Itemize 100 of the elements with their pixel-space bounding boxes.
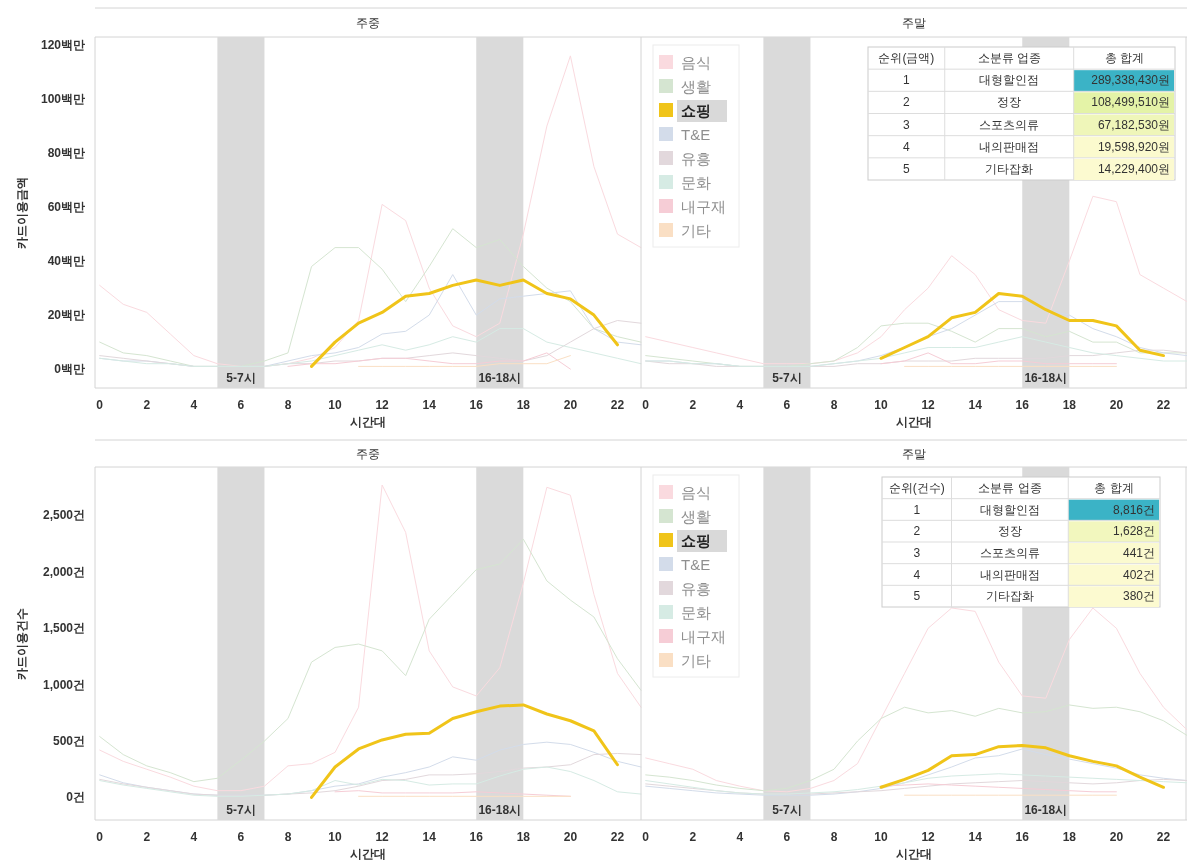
y-tick-label: 4: [913, 567, 921, 582]
x-tick-label: 2: [143, 398, 151, 412]
x-tick-label: 6: [237, 830, 245, 844]
chart-title: 주중: [356, 446, 380, 461]
chart-title: 주말: [902, 15, 926, 30]
x-tick-label: 4: [736, 398, 744, 412]
x-tick-label: 0: [642, 830, 650, 844]
band-label: 5-7시: [226, 371, 256, 385]
y-tick-label: 100백만: [40, 92, 85, 107]
x-axis-title: 시간대: [350, 415, 386, 429]
y-axis-title: 순위(건수): [888, 480, 945, 495]
x-tick-label: 총 합계: [1104, 51, 1145, 66]
x-tick-label: 6: [783, 398, 791, 412]
y2-tick-label: 스포츠의류: [979, 117, 1040, 132]
legend-label: 기타: [681, 222, 711, 239]
chart-title: 주중: [356, 15, 380, 30]
y-tick-label: 120백만: [40, 38, 85, 53]
x-tick-label: 12: [921, 398, 936, 412]
y-axis-title: 카드이용금액: [15, 176, 29, 249]
x-tick-label: 10: [874, 830, 889, 844]
y2-tick-label: 대형할인점: [979, 73, 1040, 88]
x-tick-label: 4: [190, 830, 198, 844]
y-tick-label: 40백만: [47, 254, 85, 269]
x-tick-label: 14: [968, 398, 983, 412]
data-label: 1,628건: [1112, 524, 1155, 539]
y-tick-label: 20백만: [47, 308, 85, 323]
y-tick-label: 1,000건: [42, 677, 85, 692]
band-label: 5-7시: [772, 371, 802, 385]
y-tick-label: 2,000건: [42, 564, 85, 579]
x-tick-label: 2: [689, 830, 697, 844]
x-tick-label: 8: [284, 830, 292, 844]
legend-label: 내구재: [681, 628, 726, 645]
legend-label: T&E: [681, 556, 711, 573]
y-tick-label: 4: [903, 139, 911, 154]
x-tick-label: 22: [610, 830, 625, 844]
x-tick-label: 22: [1156, 830, 1171, 844]
y-tick-label: 2,500건: [42, 508, 85, 523]
x-tick-label: 22: [610, 398, 625, 412]
y2-tick-label: 대형할인점: [979, 502, 1040, 517]
band-label: 16-18시: [478, 803, 522, 817]
x-tick-label: 16: [469, 830, 484, 844]
x-tick-label: 20: [1109, 830, 1124, 844]
legend-label: 생활: [681, 78, 711, 95]
legend-label: 음식: [681, 54, 711, 71]
y2-tick-label: 기타잡화: [985, 161, 1034, 176]
x-tick-label: 2: [689, 398, 697, 412]
x-tick-label: 18: [1062, 830, 1077, 844]
y-tick-label: 1: [913, 502, 921, 517]
y-tick-label: 1: [903, 73, 911, 88]
x-tick-label: 2: [143, 830, 151, 844]
x-tick-label: 16: [1015, 830, 1030, 844]
data-label: 108,499,510원: [1091, 95, 1170, 110]
x-tick-label: 8: [284, 398, 292, 412]
x-axis-title: 시간대: [896, 415, 932, 429]
legend-label: 유흥: [681, 580, 711, 597]
x-tick-label: 8: [830, 398, 838, 412]
x-tick-label: 18: [516, 398, 531, 412]
x-tick-label: 16: [1015, 398, 1030, 412]
x-tick-label: 4: [736, 830, 744, 844]
y-tick-label: 3: [903, 117, 911, 132]
y2-axis-title: 소분류 업종: [977, 51, 1041, 66]
data-label: 380건: [1122, 589, 1155, 604]
x-tick-label: 총 합계: [1094, 480, 1134, 495]
y-tick-label: 1,500건: [42, 621, 85, 636]
band-label: 16-18시: [478, 371, 522, 385]
legend-label: 쇼핑: [681, 102, 711, 119]
x-tick-label: 22: [1156, 398, 1171, 412]
x-tick-label: 0: [96, 398, 104, 412]
y-tick-label: 0건: [66, 790, 85, 805]
band-label: 16-18시: [1024, 371, 1068, 385]
y-axis-title: 카드이용건수: [15, 607, 29, 680]
legend-label: 문화: [681, 174, 711, 191]
data-label: 289,338,430원: [1091, 73, 1170, 88]
band-label: 5-7시: [772, 803, 802, 817]
x-tick-label: 10: [328, 830, 343, 844]
y-tick-label: 60백만: [47, 200, 85, 215]
data-label: 441건: [1122, 545, 1155, 560]
x-tick-label: 20: [563, 398, 578, 412]
legend-label: 내구재: [681, 198, 726, 215]
x-tick-label: 18: [516, 830, 531, 844]
legend-label: 문화: [681, 604, 711, 621]
x-tick-label: 4: [190, 398, 198, 412]
band-label: 5-7시: [226, 803, 256, 817]
legend-label: T&E: [681, 126, 711, 143]
legend-label: 음식: [681, 484, 711, 501]
x-axis-title: 시간대: [896, 847, 932, 860]
y2-tick-label: 정장: [997, 524, 1022, 539]
x-tick-label: 12: [375, 830, 390, 844]
x-tick-label: 8: [830, 830, 838, 844]
x-tick-label: 20: [563, 830, 578, 844]
y2-tick-label: 내의판매점: [979, 139, 1040, 154]
data-label: 8,816건: [1112, 502, 1155, 517]
legend-label: 쇼핑: [681, 532, 711, 549]
x-tick-label: 16: [469, 398, 484, 412]
x-tick-label: 14: [422, 830, 437, 844]
y2-tick-label: 스포츠의류: [979, 545, 1040, 560]
data-label: 14,229,400원: [1097, 161, 1170, 176]
y-tick-label: 500건: [52, 734, 85, 749]
x-tick-label: 12: [921, 830, 936, 844]
x-tick-label: 14: [968, 830, 983, 844]
